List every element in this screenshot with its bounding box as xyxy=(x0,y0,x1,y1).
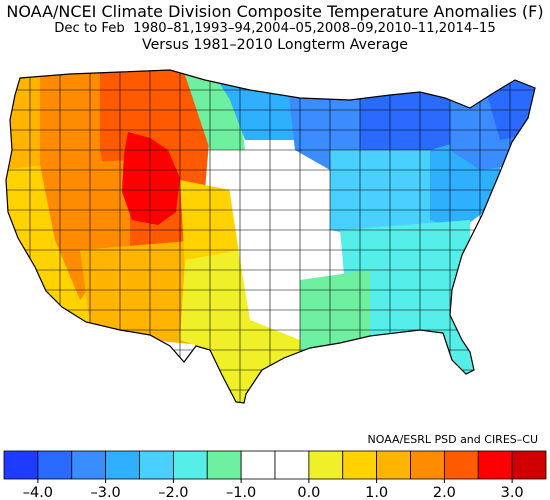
region-southwest-desert xyxy=(80,240,215,345)
colorbar-swatch xyxy=(139,450,174,480)
map-subtitle-baseline: Versus 1981–2010 Longterm Average xyxy=(141,37,409,53)
colorbar-tick-label: 0.0 xyxy=(297,485,320,500)
map-title: NOAA/NCEI Climate Division Composite Tem… xyxy=(6,2,544,21)
colorbar-tick-label: 1.0 xyxy=(365,485,388,500)
colorbar-swatch xyxy=(274,450,310,480)
colorbar-swatch xyxy=(410,450,445,480)
colorbar-swatch xyxy=(3,450,39,480)
colorbar-swatch xyxy=(308,450,344,480)
colorbar-swatch xyxy=(105,450,140,480)
region-texas-south xyxy=(235,320,310,400)
colorbar-tick-label: –1.0 xyxy=(226,485,256,500)
colorbar-swatch xyxy=(172,450,208,480)
colorbar-swatch xyxy=(206,450,242,480)
colorbar-tick-label: –3.0 xyxy=(90,485,120,500)
map-subtitle-seasons: Dec to Feb 1980–81,1993–94,2004–05,2008–… xyxy=(54,21,496,36)
colorbar-swatch xyxy=(376,450,411,480)
colorbar-swatch xyxy=(240,450,276,480)
colorbar-swatch xyxy=(342,450,378,480)
colorbar-tick-label: –2.0 xyxy=(158,485,188,500)
colorbar-swatch xyxy=(443,450,479,480)
colorbar-swatch xyxy=(477,450,513,480)
colorbar-swatch xyxy=(511,450,547,480)
region-wyoming-core xyxy=(122,132,180,225)
colorbar-swatch xyxy=(37,450,73,480)
region-gulf-coast xyxy=(300,270,370,360)
colorbar-tick-label: –4.0 xyxy=(23,485,53,500)
colorbar-swatch xyxy=(71,450,107,480)
colorbar-tick-label: 3.0 xyxy=(501,485,524,500)
colorbar-tick-label: 2.0 xyxy=(433,485,456,500)
us-anomaly-map xyxy=(5,69,536,404)
credit-text: NOAA/ESRL PSD and CIRES–CU xyxy=(367,433,538,446)
